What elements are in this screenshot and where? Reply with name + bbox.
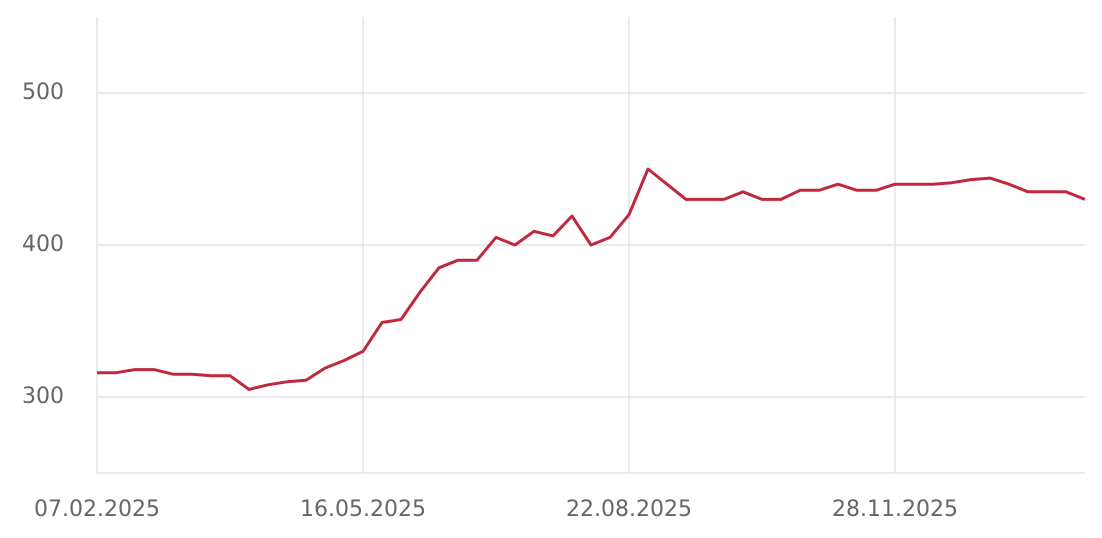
x-tick-label: 16.05.2025 (300, 497, 426, 522)
x-tick-label: 22.08.2025 (566, 497, 692, 522)
y-tick-label: 300 (22, 384, 64, 409)
x-tick-label: 28.11.2025 (832, 497, 958, 522)
x-tick-label: 07.02.2025 (34, 497, 160, 522)
y-tick-label: 500 (22, 80, 64, 105)
y-tick-label: 400 (22, 232, 64, 257)
line (97, 167, 1086, 391)
